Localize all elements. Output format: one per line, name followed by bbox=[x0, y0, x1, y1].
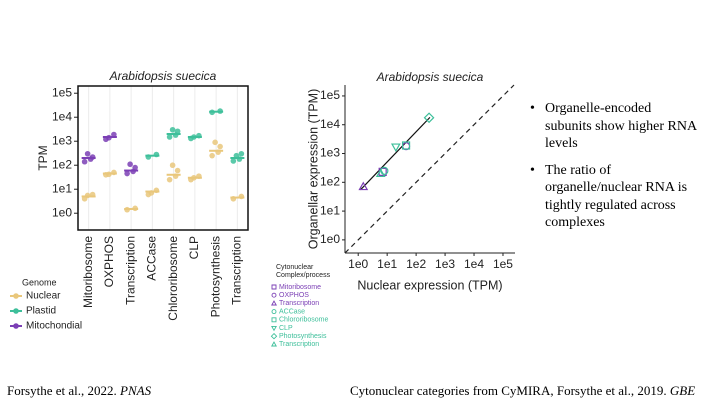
y-axis-title: TPM bbox=[36, 145, 50, 170]
y-tick-label: 1e1 bbox=[52, 181, 72, 195]
legend-label: Nuclear bbox=[26, 291, 61, 302]
x-tick-label: CLP bbox=[187, 236, 201, 259]
x-tick-label: Photosynthesis bbox=[208, 236, 222, 317]
data-point bbox=[423, 112, 435, 124]
x-tick-label: 1e1 bbox=[377, 257, 397, 271]
legend-symbol bbox=[271, 341, 277, 347]
data-point bbox=[358, 181, 369, 191]
y-tick-label: 1e5 bbox=[52, 85, 72, 99]
citation: Forsythe et al., 2022. bbox=[7, 383, 121, 398]
legend-label: Plastid bbox=[26, 306, 56, 317]
journal: PNAS bbox=[120, 383, 152, 398]
legend-symbol bbox=[271, 300, 277, 306]
x-tick-label: 1e2 bbox=[406, 257, 426, 271]
y-tick-label: 1e3 bbox=[320, 146, 340, 160]
data-point bbox=[401, 141, 411, 150]
footer-left: Forsythe et al., 2022. PNAS bbox=[7, 383, 151, 399]
journal: GBE bbox=[669, 383, 696, 398]
data-point bbox=[169, 162, 176, 169]
data-point bbox=[166, 134, 173, 140]
bullet: The ratio of organelle/nuclear RNA is ti… bbox=[530, 162, 700, 232]
y-tick-label: 1e1 bbox=[320, 203, 340, 217]
legend-title: Genome bbox=[22, 277, 57, 287]
x-tick-label: 1e0 bbox=[348, 257, 368, 271]
legend-symbol bbox=[271, 284, 277, 290]
legend-symbol bbox=[271, 309, 277, 315]
y-tick-label: 1e0 bbox=[52, 205, 72, 219]
x-tick-label: OXPHOS bbox=[102, 236, 116, 287]
data-point bbox=[169, 126, 176, 133]
y-tick-label: 1e4 bbox=[52, 109, 72, 123]
legend-title: Complex/process bbox=[276, 272, 331, 279]
chart-title: Arabidopsis suecica bbox=[109, 69, 217, 83]
legend-label: Photosynthesis bbox=[279, 333, 327, 340]
data-point bbox=[375, 168, 386, 178]
plot-frame bbox=[77, 85, 249, 231]
legend-dot bbox=[13, 323, 19, 329]
data-point bbox=[127, 161, 133, 168]
data-point bbox=[81, 158, 88, 165]
x-tick-label: 1e3 bbox=[435, 257, 455, 271]
legend-title: Cytonuclear bbox=[276, 264, 314, 271]
data-point bbox=[166, 176, 173, 183]
y-tick-label: 1e0 bbox=[320, 232, 340, 246]
x-tick-label: 1e5 bbox=[493, 257, 513, 271]
identity-line bbox=[344, 84, 515, 254]
bullet: Organelle-encoded subunits show higher R… bbox=[530, 100, 700, 153]
legend-label: ACCase bbox=[279, 308, 305, 315]
legend-symbol bbox=[271, 325, 277, 332]
y-tick-label: 1e5 bbox=[320, 88, 340, 102]
chart-title: Arabidopsis suecica bbox=[376, 70, 484, 84]
y-tick-label: 1e3 bbox=[52, 133, 72, 147]
data-point bbox=[111, 131, 117, 138]
x-tick-label: Transcription bbox=[230, 236, 244, 305]
legend-dot bbox=[13, 293, 19, 299]
x-tick-label: Transcription bbox=[123, 236, 137, 305]
y-axis-title: Organellar expression (TPM) bbox=[306, 89, 320, 249]
legend-symbol bbox=[270, 332, 278, 340]
x-axis-title: Nuclear expression (TPM) bbox=[357, 278, 502, 292]
fit-line bbox=[360, 116, 431, 191]
legend-label: Transcription bbox=[279, 341, 319, 348]
legend-label: Mitochondial bbox=[26, 321, 82, 332]
bullet-list: Organelle-encoded subunits show higher R… bbox=[530, 100, 700, 241]
data-point bbox=[230, 158, 237, 164]
legend-dot bbox=[13, 308, 19, 314]
x-tick-label: ACCase bbox=[145, 236, 159, 281]
data-point bbox=[84, 150, 91, 157]
footer-right: Cytonuclear categories from CyMIRA, Fors… bbox=[350, 383, 695, 399]
legend-label: CLP bbox=[279, 325, 293, 332]
legend-label: OXPHOS bbox=[279, 292, 309, 299]
x-tick-label: 1e4 bbox=[464, 257, 484, 271]
y-tick-label: 1e2 bbox=[320, 174, 340, 188]
data-point bbox=[217, 143, 223, 150]
legend-label: Mitoribosome bbox=[279, 284, 321, 291]
y-tick-label: 1e2 bbox=[52, 157, 72, 171]
legend-label: Chlororibosome bbox=[279, 317, 329, 324]
citation: Cytonuclear categories from CyMIRA, Fors… bbox=[350, 383, 670, 398]
data-point bbox=[209, 152, 215, 159]
legend-label: Transcription bbox=[279, 300, 319, 307]
legend-symbol bbox=[271, 317, 277, 323]
data-point bbox=[380, 166, 389, 175]
data-point bbox=[390, 143, 401, 153]
data-point bbox=[212, 139, 218, 146]
data-point bbox=[174, 167, 181, 174]
x-tick-label: Mitoribosome bbox=[81, 236, 95, 308]
legend-symbol bbox=[271, 292, 277, 298]
data-point bbox=[238, 150, 245, 157]
x-tick-label: Chlororibosome bbox=[166, 236, 180, 321]
data-point bbox=[124, 170, 130, 177]
y-tick-label: 1e4 bbox=[320, 117, 340, 131]
